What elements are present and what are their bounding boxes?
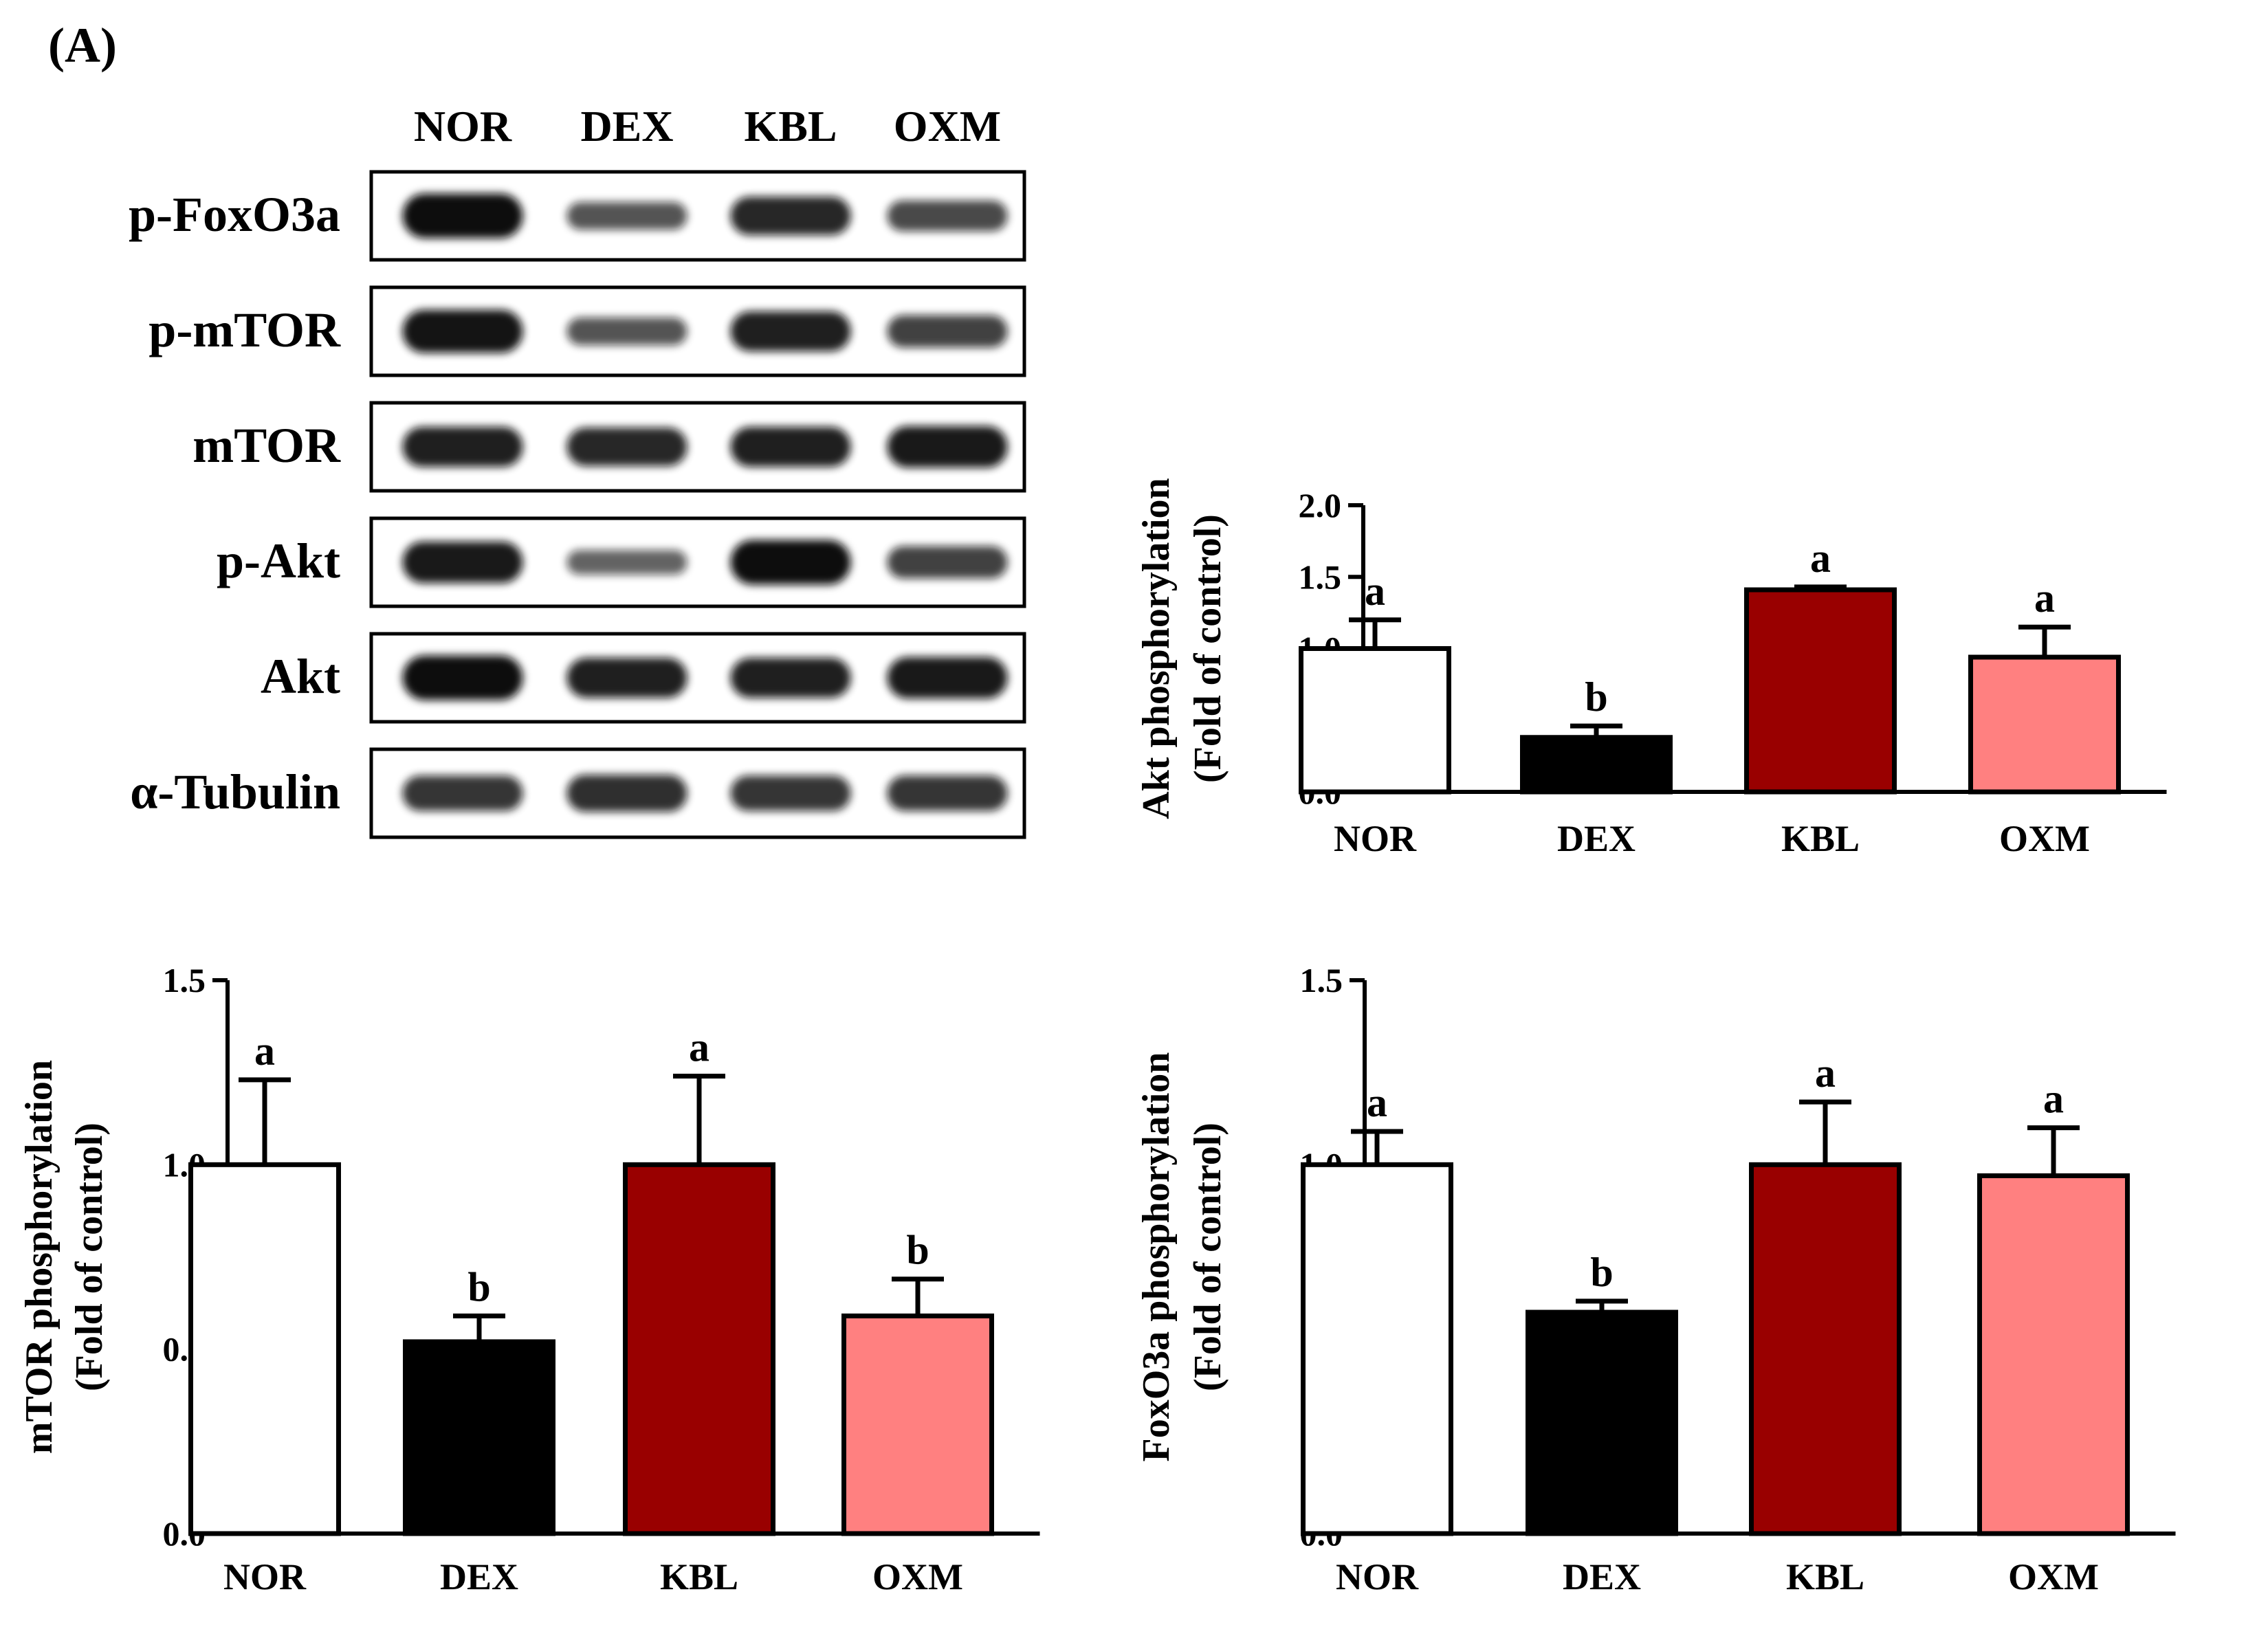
blot-band [730, 775, 851, 811]
significance-letter: a [1810, 535, 1831, 581]
bar-nor [1301, 1162, 1453, 1536]
x-tick-label: OXM [1999, 818, 2090, 859]
x-tick-label: DEX [1557, 818, 1636, 859]
blot-band [402, 426, 523, 467]
significance-letter: a [1367, 1080, 1387, 1125]
bar-oxm [841, 1313, 994, 1536]
blot-band [730, 311, 851, 352]
bar-dex [403, 1339, 555, 1536]
y-axis-subtitle: (Fold of control) [68, 1123, 111, 1391]
y-axis-subtitle: (Fold of control) [1187, 514, 1229, 783]
bar-oxm [1968, 654, 2121, 795]
y-tick-label: 2.0 [1299, 486, 1342, 524]
bar-dex [1526, 1309, 1678, 1536]
x-tick-label: OXM [2008, 1556, 2099, 1598]
blot-band [402, 309, 523, 353]
x-tick-label: OXM [872, 1556, 963, 1598]
blot-row-label: mTOR [192, 418, 341, 473]
y-tick-label: 1.5 [1299, 557, 1342, 596]
blot-band [566, 428, 687, 466]
x-tick-label: KBL [660, 1556, 738, 1598]
blot-band [566, 657, 687, 698]
significance-letter: a [254, 1028, 275, 1074]
blot-band [887, 200, 1008, 232]
lane-label-oxm: OXM [894, 102, 1001, 151]
blot-band [566, 550, 687, 575]
bar-dex [1520, 735, 1673, 795]
blot-band [402, 541, 523, 584]
significance-letter: a [2034, 575, 2055, 621]
x-tick-label: DEX [1563, 1556, 1641, 1598]
blot-band [402, 775, 523, 811]
blot-band [566, 317, 687, 346]
blot-row-label: p-mTOR [148, 302, 341, 357]
bar-nor [188, 1162, 341, 1536]
x-tick-label: DEX [440, 1556, 518, 1598]
blot-band [402, 655, 523, 700]
y-axis-subtitle: (Fold of control) [1187, 1123, 1229, 1391]
blot-band [730, 197, 851, 235]
blot-row-label: α-Tubulin [130, 764, 340, 819]
panel-label: (A) [48, 18, 117, 73]
significance-letter: b [1590, 1250, 1613, 1295]
blot-band [887, 315, 1008, 348]
western-blot-panel: NOR DEX KBL OXM p-FoxO3a p-mTOR mTOR p-Akt Akt α-… [129, 102, 1026, 839]
lane-label-kbl: KBL [744, 102, 837, 151]
blot-band [730, 657, 851, 698]
blot-band [402, 193, 523, 239]
x-tick-label: NOR [1334, 818, 1417, 859]
blot-band [887, 425, 1008, 468]
blot-band [566, 775, 687, 812]
x-tick-label: KBL [1781, 818, 1860, 859]
y-tick-label: 1.5 [1300, 961, 1343, 999]
significance-letter: a [2043, 1076, 2064, 1122]
y-axis-title: mTOR phosphorylation [18, 1060, 60, 1454]
x-tick-label: NOR [1336, 1556, 1419, 1598]
significance-letter: a [689, 1025, 709, 1070]
blot-band [887, 775, 1008, 811]
blot-band [730, 426, 851, 467]
lane-label-dex: DEX [580, 102, 673, 151]
significance-letter: b [906, 1228, 929, 1273]
x-tick-label: KBL [1786, 1556, 1864, 1598]
bar-kbl [1749, 1162, 1902, 1536]
blot-band [887, 546, 1008, 579]
bar-nor [1299, 646, 1451, 795]
bar-kbl [1744, 587, 1897, 795]
significance-letter: a [1815, 1050, 1836, 1096]
blot-row-label: p-FoxO3a [129, 187, 340, 242]
bar-oxm [1977, 1173, 2130, 1536]
significance-letter: b [467, 1264, 490, 1309]
lane-label-nor: NOR [414, 102, 512, 151]
blot-row-label: Akt [261, 649, 340, 704]
y-tick-label: 1.5 [163, 961, 206, 999]
y-axis-title: Akt phosphorylation [1135, 478, 1178, 819]
blot-row-label: p-Akt [217, 533, 340, 588]
x-tick-label: NOR [223, 1556, 307, 1598]
significance-letter: a [1365, 568, 1385, 614]
y-axis-title: FoxO3a phosphorylation [1135, 1052, 1178, 1462]
significance-letter: b [1585, 674, 1607, 720]
blot-band [566, 201, 687, 230]
blot-band [730, 540, 851, 585]
blot-band [887, 656, 1008, 699]
bar-kbl [623, 1162, 775, 1536]
